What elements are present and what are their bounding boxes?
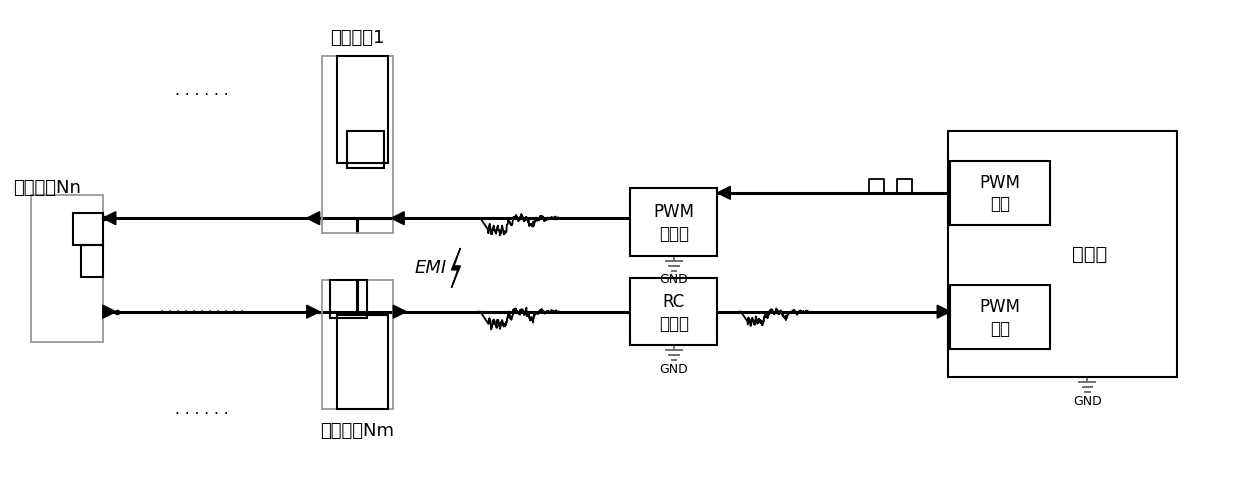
Text: 控制器: 控制器 xyxy=(1073,244,1108,264)
Text: 输出: 输出 xyxy=(990,196,1010,214)
Text: · · · · · · · · · · ·: · · · · · · · · · · · xyxy=(160,305,244,318)
Polygon shape xyxy=(307,305,320,318)
Text: · · · · · ·: · · · · · · xyxy=(176,407,229,422)
Polygon shape xyxy=(451,248,461,288)
Bar xyxy=(337,314,388,409)
Text: RC: RC xyxy=(663,292,685,310)
Polygon shape xyxy=(937,305,950,318)
Bar xyxy=(629,278,717,345)
Polygon shape xyxy=(103,305,115,318)
Bar xyxy=(73,213,103,245)
Text: PWM: PWM xyxy=(979,298,1021,317)
Bar xyxy=(950,285,1049,349)
Bar xyxy=(322,280,393,409)
Text: 输入: 输入 xyxy=(990,320,1010,338)
Text: 驱动器: 驱动器 xyxy=(659,225,689,243)
Bar xyxy=(330,280,368,318)
Polygon shape xyxy=(393,305,406,318)
Text: PWM: PWM xyxy=(653,203,694,221)
Text: GND: GND xyxy=(1073,395,1101,408)
Bar xyxy=(347,131,384,168)
Polygon shape xyxy=(717,186,730,199)
Bar xyxy=(948,131,1177,377)
Text: · · · · · ·: · · · · · · xyxy=(176,88,229,103)
Bar xyxy=(31,196,103,343)
Text: · · · · · · · · · · ·: · · · · · · · · · · · xyxy=(160,212,244,225)
Bar xyxy=(629,188,717,256)
Bar xyxy=(81,245,103,277)
Bar xyxy=(337,56,388,163)
Bar xyxy=(950,160,1049,225)
Polygon shape xyxy=(392,212,404,225)
Text: GND: GND xyxy=(659,363,688,376)
Text: 高压部件Nm: 高压部件Nm xyxy=(321,422,394,440)
Polygon shape xyxy=(307,212,320,225)
Polygon shape xyxy=(103,212,115,225)
Text: GND: GND xyxy=(659,273,688,286)
Text: 高压部件Nn: 高压部件Nn xyxy=(14,179,82,198)
Text: 高压部件1: 高压部件1 xyxy=(331,29,384,47)
Bar xyxy=(322,56,393,233)
Text: EMI: EMI xyxy=(415,259,447,277)
Text: 滤波器: 滤波器 xyxy=(659,315,689,333)
Text: PWM: PWM xyxy=(979,174,1021,192)
